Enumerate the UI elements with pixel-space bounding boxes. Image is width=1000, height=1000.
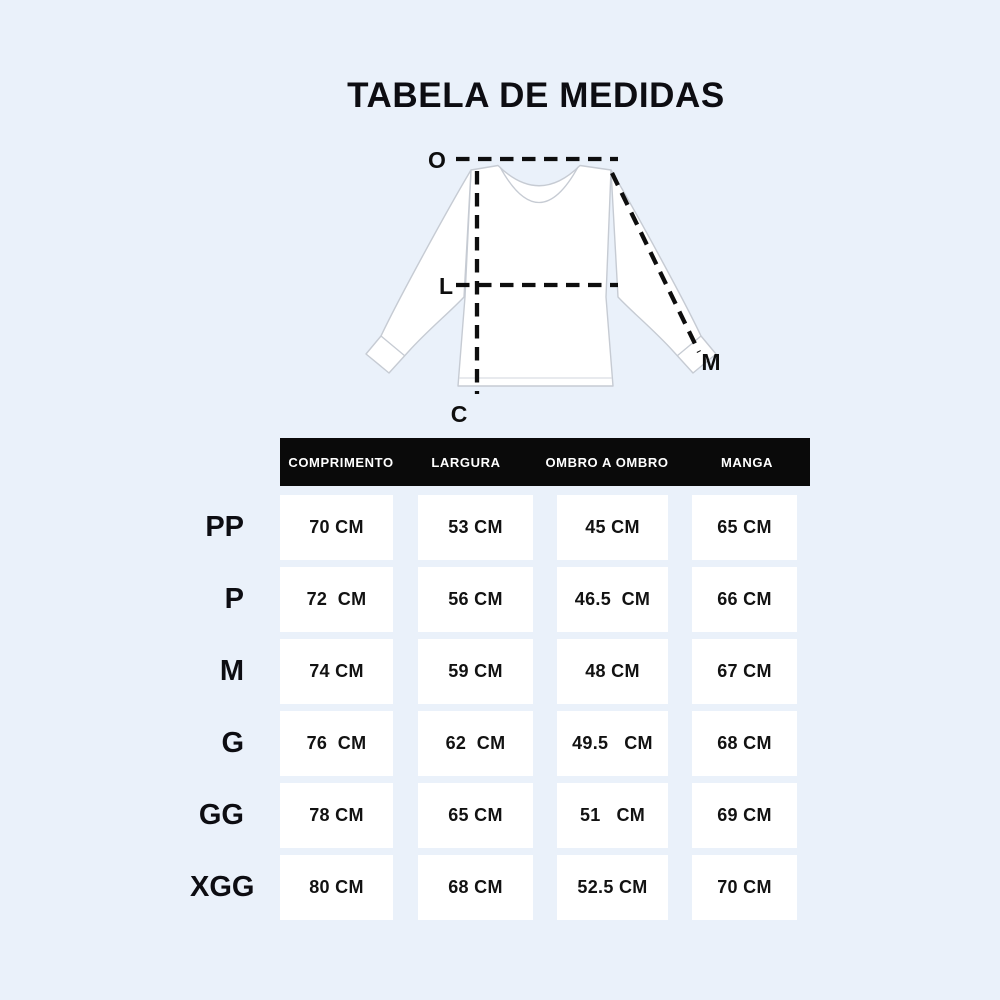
measurement-cell: 72 CM — [280, 567, 393, 632]
sleeve-measure-label: M — [701, 349, 720, 375]
measurement-cell: 51 CM — [557, 783, 668, 848]
size-label: PP — [205, 511, 244, 543]
measurement-cell: 74 CM — [280, 639, 393, 704]
table-row-p: P 72 CM 56 CM 46.5 CM 66 CM — [190, 567, 810, 632]
length-measure-label: C — [451, 401, 468, 427]
measurement-cell: 48 CM — [557, 639, 668, 704]
column-header-ombro-a-ombro: OMBRO A OMBRO — [545, 454, 669, 470]
size-table: COMPRIMENTO LARGURA OMBRO A OMBRO MANGA … — [190, 438, 810, 920]
shirt-left-sleeve — [365, 169, 472, 374]
measurement-cell: 46.5 CM — [557, 567, 668, 632]
shoulder-measure-label: O — [428, 147, 446, 173]
measurement-cell: 59 CM — [418, 639, 533, 704]
size-label: P — [224, 583, 244, 615]
size-label: GG — [198, 799, 244, 831]
measurement-cell: 76 CM — [280, 711, 393, 776]
measurement-cell: 78 CM — [280, 783, 393, 848]
size-label: G — [221, 727, 244, 759]
measurement-cell: 62 CM — [418, 711, 533, 776]
table-row-g: G 76 CM 62 CM 49.5 CM 68 CM — [190, 711, 810, 776]
measurement-cell: 67 CM — [692, 639, 797, 704]
measurement-cell: 69 CM — [692, 783, 797, 848]
table-row-m: M 74 CM 59 CM 48 CM 67 CM — [190, 639, 810, 704]
column-header-largura: LARGURA — [431, 454, 501, 470]
measurement-cell: 65 CM — [692, 495, 797, 560]
measurement-cell: 68 CM — [692, 711, 797, 776]
shirt-right-cuff-seam — [676, 335, 702, 357]
measurement-cell: 45 CM — [557, 495, 668, 560]
column-header-comprimento: COMPRIMENTO — [288, 454, 394, 470]
table-row-xgg: XGG 80 CM 68 CM 52.5 CM 70 CM — [190, 855, 810, 920]
shirt-diagram: O L C M — [365, 147, 721, 427]
measurement-cell: 70 CM — [692, 855, 797, 920]
width-measure-label: L — [439, 273, 453, 299]
size-label: M — [219, 655, 244, 687]
shirt-left-cuff-seam — [380, 335, 406, 357]
measurement-cell: 56 CM — [418, 567, 533, 632]
measurement-cell: 68 CM — [418, 855, 533, 920]
table-row-pp: PP 70 CM 53 CM 45 CM 65 CM — [190, 495, 810, 560]
measurement-cell: 66 CM — [692, 567, 797, 632]
sleeve-measure-line — [610, 172, 701, 353]
measurement-cell: 65 CM — [418, 783, 533, 848]
size-label: XGG — [190, 871, 255, 903]
measurement-cell: 70 CM — [280, 495, 393, 560]
measurement-cell: 52.5 CM — [557, 855, 668, 920]
table-header-bar: COMPRIMENTO LARGURA OMBRO A OMBRO MANGA — [280, 438, 810, 486]
shirt-body-outline — [457, 164, 614, 387]
measurement-cell: 80 CM — [280, 855, 393, 920]
page-title: TABELA DE MEDIDAS — [347, 76, 725, 115]
column-header-manga: MANGA — [720, 454, 774, 470]
measurement-cell: 49.5 CM — [557, 711, 668, 776]
table-row-gg: GG 78 CM 65 CM 51 CM 69 CM — [190, 783, 810, 848]
shirt-collar — [499, 166, 579, 204]
measurement-cell: 53 CM — [418, 495, 533, 560]
